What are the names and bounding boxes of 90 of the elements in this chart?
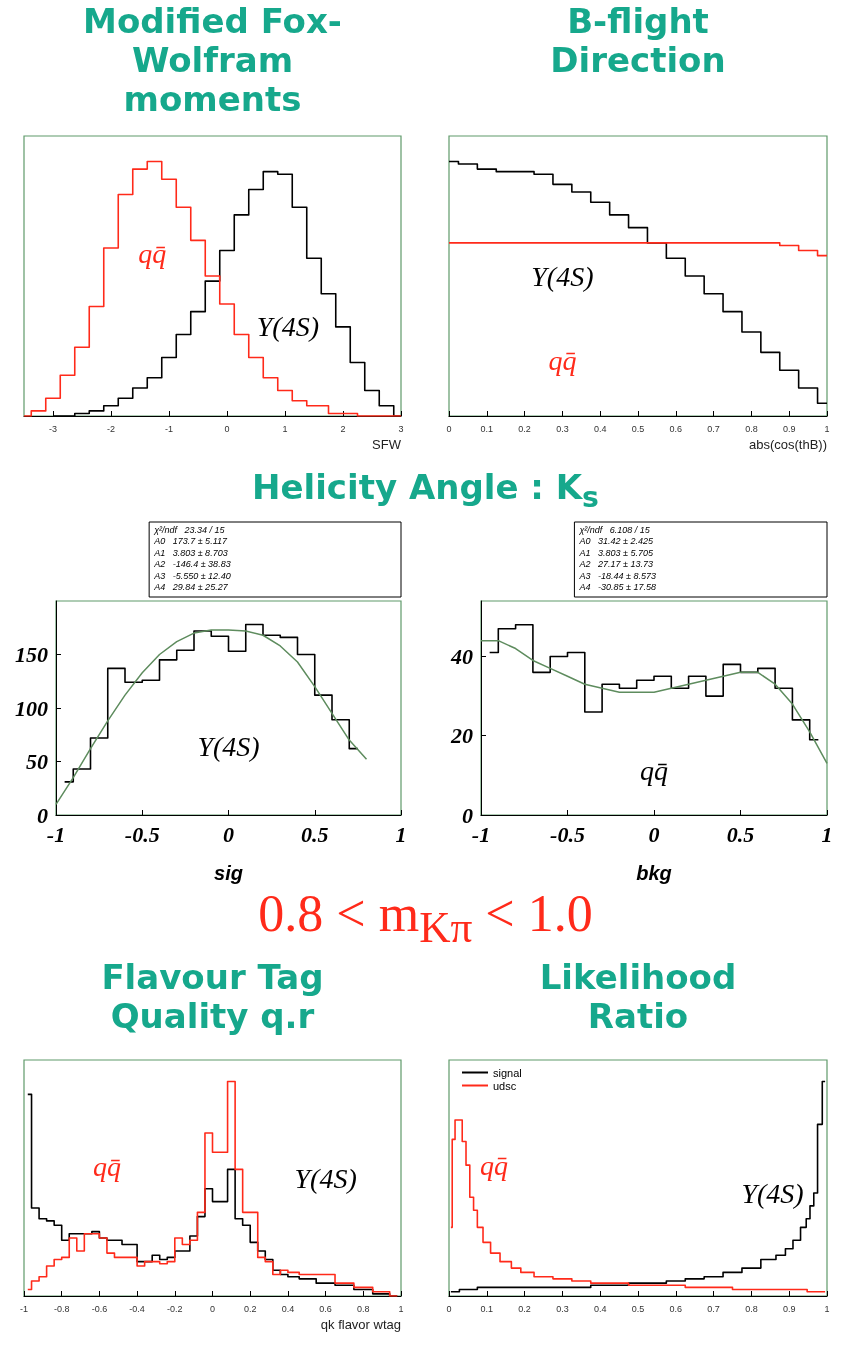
x-tick-label: 0.2 xyxy=(518,1303,531,1314)
x-tick-label: -3 xyxy=(48,423,58,434)
x-tick-label: 1 xyxy=(824,1303,830,1314)
chart-title: Flavour Tag Quality q.r xyxy=(100,957,325,1039)
x-tick-label: 0.6 xyxy=(669,423,683,434)
x-tick-label: 0.8 xyxy=(745,1303,758,1314)
x-tick-label: -0.2 xyxy=(167,1303,183,1314)
x-axis-title: qk flavor wtag xyxy=(320,1317,401,1332)
x-tick-label: 0.9 xyxy=(782,1303,796,1314)
x-tick-label: 1 xyxy=(395,821,407,847)
x-tick-label: 0.9 xyxy=(782,423,796,434)
legend-label: udsc xyxy=(493,1079,517,1092)
text: qq̄ xyxy=(640,754,668,786)
x-tick-label: -0.5 xyxy=(124,821,160,847)
y-tick-label: 0 xyxy=(462,802,473,828)
x-tick-label: 0.5 xyxy=(301,821,329,847)
chart-title: Likelihood Ratio xyxy=(538,957,738,1039)
text: A0 31.42 ± 2.425 xyxy=(578,536,654,546)
text: Υ(4S) xyxy=(197,731,260,763)
y-tick-label: 20 xyxy=(450,723,473,749)
text: A1 3.803 ± 5.705 xyxy=(578,547,654,558)
y-tick-label: 100 xyxy=(15,695,48,721)
series-label: Υ(4S) xyxy=(256,310,320,342)
series-label: Υ(4S) xyxy=(531,260,594,292)
annotation: Υ(4S) xyxy=(741,1177,804,1209)
x-tick-label: -0.4 xyxy=(129,1303,145,1314)
text: A2 -146.4 ± 38.83 xyxy=(153,559,231,569)
text: A2 27.17 ± 13.73 xyxy=(578,559,653,569)
x-tick-label: 0.4 xyxy=(593,1303,607,1314)
text: χ²/ndf 6.108 / 15 xyxy=(578,524,651,535)
x-tick-label: 0.1 xyxy=(480,423,494,434)
text: A3 -18.44 ± 8.573 xyxy=(578,570,656,581)
annotation: qq̄ xyxy=(479,1149,508,1181)
x-tick-label: 0.3 xyxy=(556,423,569,434)
x-tick-label: -0.5 xyxy=(550,821,585,847)
x-tick-label: 0 xyxy=(223,821,234,847)
x-tick-label: 0.3 xyxy=(556,1303,569,1314)
x-tick-label: 3 xyxy=(398,423,404,434)
text: χ²/ndf 23.34 / 15 xyxy=(153,524,226,535)
x-tick-label: 0 xyxy=(209,1303,216,1314)
x-tick-label: 0.7 xyxy=(707,423,720,434)
x-tick-label: 2 xyxy=(340,423,346,434)
x-axis-title: sig xyxy=(214,862,243,884)
text: A0 173.7 ± 5.117 xyxy=(153,536,228,546)
x-axis-title: SFW xyxy=(372,437,402,452)
x-tick-label: 1 xyxy=(398,1303,404,1314)
text: 0.8 < m$_{Kπ}$ < 1.0 xyxy=(257,885,594,954)
x-tick-label: 0 xyxy=(648,821,660,847)
x-tick-label: 0.2 xyxy=(243,1303,257,1314)
series-label: qq̄ xyxy=(138,238,167,270)
y-tick-label: 0 xyxy=(37,802,48,828)
series-label: Υ(4S) xyxy=(294,1162,357,1194)
chart-title: Modified Fox-Wolfram moments xyxy=(82,1,343,122)
x-tick-label: 0.6 xyxy=(669,1303,683,1314)
x-axis-title: abs(cos(thB)) xyxy=(748,437,827,452)
x-tick-label: 0.6 xyxy=(319,1303,332,1314)
x-tick-label: 0.5 xyxy=(631,1303,645,1314)
x-tick-label: -2 xyxy=(106,423,116,434)
x-tick-label: -1 xyxy=(46,821,66,847)
text: qq̄ xyxy=(548,344,577,376)
chart-title: Helicity Angle : K$_{s}$ xyxy=(251,467,600,516)
x-tick-label: 1 xyxy=(824,423,830,434)
x-tick-label: -1 xyxy=(471,821,491,847)
x-tick-label: 0.2 xyxy=(518,423,531,434)
x-tick-label: 0.8 xyxy=(357,1303,370,1314)
x-tick-label: -1 xyxy=(164,423,174,434)
x-tick-label: 0.5 xyxy=(631,423,645,434)
x-tick-label: 0.4 xyxy=(281,1303,295,1314)
chart-title: B-flight Direction xyxy=(549,1,727,83)
text: A1 3.803 ± 8.703 xyxy=(153,547,228,558)
x-tick-label: 0.8 xyxy=(745,423,758,434)
x-tick-label: 0.7 xyxy=(707,1303,720,1314)
text: A4 29.84 ± 25.27 xyxy=(153,582,229,592)
text: A4 -30.85 ± 17.58 xyxy=(578,582,656,592)
series-label: qq̄ xyxy=(92,1150,121,1182)
x-tick-label: 1 xyxy=(821,821,833,847)
legend-label: signal xyxy=(493,1066,522,1079)
y-tick-label: 150 xyxy=(15,642,48,667)
y-tick-label: 40 xyxy=(450,643,473,669)
x-tick-label: -0.6 xyxy=(91,1303,108,1314)
x-axis-title: bkg xyxy=(636,862,672,884)
x-tick-label: 0.1 xyxy=(480,1303,494,1314)
text: A3 -5.550 ± 12.40 xyxy=(153,570,231,581)
x-tick-label: -1 xyxy=(19,1303,29,1314)
x-tick-label: 0 xyxy=(224,423,230,434)
x-tick-label: 0.4 xyxy=(593,423,607,434)
x-tick-label: 0.5 xyxy=(726,821,755,847)
y-tick-label: 50 xyxy=(26,749,48,774)
x-tick-label: 1 xyxy=(282,423,288,434)
x-tick-label: -0.8 xyxy=(53,1303,70,1314)
